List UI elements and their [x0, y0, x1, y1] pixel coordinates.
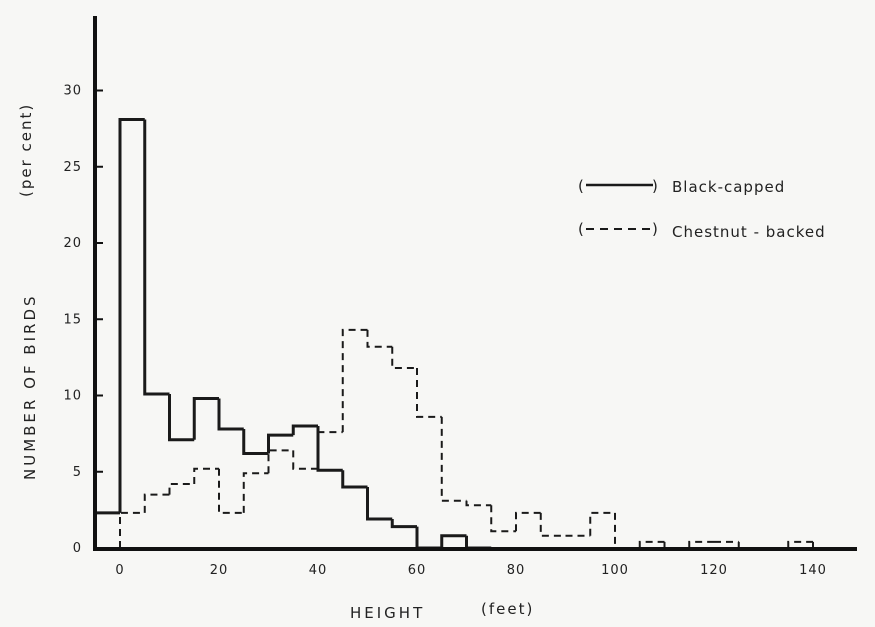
x-tick-label: 60	[408, 563, 427, 578]
bin-step	[515, 511, 541, 532]
bin-step	[366, 329, 393, 348]
bin-step	[638, 540, 665, 548]
bin-step	[143, 493, 170, 513]
y-axis-label: NUMBER OF BIRDS	[21, 293, 39, 480]
bin-step	[465, 500, 492, 507]
bin-step	[688, 540, 714, 548]
bin-step	[218, 468, 244, 514]
bin-step	[192, 397, 219, 440]
bin-step	[787, 540, 813, 548]
chart-ticks: 0 5 10 15 20 25 30 0 20 40 60 80 100 120 140	[63, 84, 827, 579]
y-tick-label: 30	[63, 84, 82, 99]
bin-step	[292, 450, 318, 470]
bin-step	[440, 416, 467, 502]
bin-step	[390, 519, 417, 529]
y-tick-label: 10	[63, 389, 82, 404]
y-tick-label: 5	[73, 465, 82, 480]
x-tick-label: 80	[507, 563, 526, 578]
legend: ( ) Black-capped ( ) Chestnut - backed	[578, 177, 826, 241]
x-tick-label: 0	[115, 563, 124, 578]
x-tick-label: 120	[700, 563, 728, 578]
legend-marker-solid: (	[578, 177, 585, 195]
x-tick-label: 40	[309, 563, 328, 578]
series-black-capped	[93, 117, 492, 550]
chart-axes	[93, 16, 857, 551]
x-axis-unit: (feet)	[481, 600, 534, 618]
bin-step	[614, 512, 640, 549]
y-tick-label: 20	[63, 236, 82, 251]
bin-step	[366, 487, 393, 521]
bin-step	[391, 346, 417, 370]
bin-step	[416, 368, 442, 418]
bin-step	[143, 119, 170, 396]
bin-step	[317, 431, 343, 469]
bin-step	[168, 482, 195, 495]
bin-step	[440, 534, 467, 548]
bin-step	[589, 511, 615, 536]
y-tick-label: 25	[63, 160, 82, 175]
bin-step	[291, 424, 318, 436]
x-axis-label: HEIGHT	[350, 604, 425, 622]
legend-label-black-capped: Black-capped	[672, 178, 785, 196]
bin-step	[465, 535, 492, 550]
bin-step	[217, 398, 244, 431]
series-chestnut-backed	[119, 328, 838, 549]
legend-entry-chestnut-backed: ( ) Chestnut - backed	[578, 220, 826, 241]
legend-marker-dashed-close: )	[652, 220, 659, 238]
bin-step	[93, 511, 120, 548]
bin-step	[267, 449, 294, 474]
bin-step	[341, 470, 368, 489]
bin-step	[415, 526, 442, 550]
bin-step	[242, 472, 269, 513]
x-tick-label: 100	[601, 563, 629, 578]
bin-step	[490, 505, 516, 533]
y-tick-label: 0	[73, 541, 82, 556]
x-tick-label: 20	[210, 563, 229, 578]
bin-step	[539, 512, 566, 537]
bin-step	[193, 467, 219, 484]
bin-step	[168, 393, 195, 442]
legend-label-chestnut-backed: Chestnut - backed	[672, 223, 826, 241]
y-tick-label: 15	[63, 312, 82, 327]
bin-step	[242, 429, 269, 455]
legend-marker-solid-close: )	[652, 177, 659, 195]
bin-step	[341, 328, 368, 433]
bin-step	[119, 511, 145, 548]
bin-step	[118, 117, 145, 513]
x-tick-label: 140	[799, 563, 827, 578]
y-axis-unit: (per cent)	[17, 103, 35, 197]
bin-step	[267, 433, 294, 454]
legend-entry-black-capped: ( ) Black-capped	[578, 177, 785, 196]
legend-marker-dashed: (	[578, 220, 585, 238]
